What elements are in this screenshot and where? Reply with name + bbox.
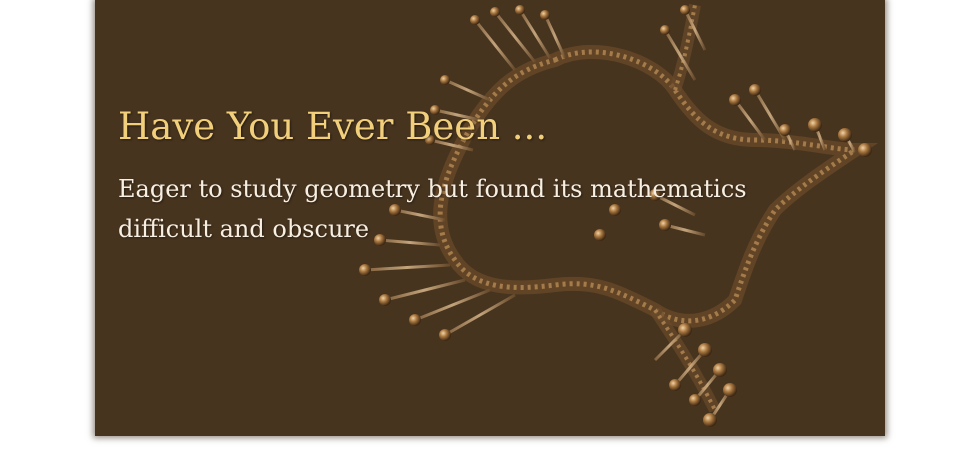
subtext: Eager to study geometry but found its ma…: [118, 175, 747, 243]
helix-backbone: [433, 45, 879, 328]
headline: Have You Ever Been ...: [118, 105, 548, 148]
dna-helix-knot-illustration: [359, 3, 879, 427]
hero-slide: Have You Ever Been ... Eager to study ge…: [95, 0, 885, 436]
